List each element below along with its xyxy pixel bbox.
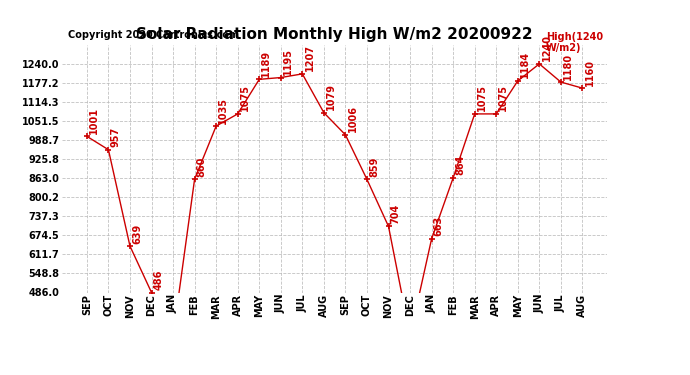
Text: 663: 663 <box>434 216 444 236</box>
Text: 1195: 1195 <box>283 48 293 75</box>
Text: 1035: 1035 <box>218 97 228 124</box>
Text: 860: 860 <box>197 156 207 177</box>
Text: 957: 957 <box>110 127 121 147</box>
Text: 864: 864 <box>455 155 465 176</box>
Text: 859: 859 <box>369 157 379 177</box>
Text: 342: 342 <box>0 374 1 375</box>
Text: 486: 486 <box>154 270 164 290</box>
Text: 343: 343 <box>0 374 1 375</box>
Text: 1075: 1075 <box>240 84 250 111</box>
Text: 1001: 1001 <box>89 107 99 134</box>
Text: 1160: 1160 <box>584 59 595 86</box>
Title: Solar Radiation Monthly High W/m2 20200922: Solar Radiation Monthly High W/m2 202009… <box>137 27 533 42</box>
Text: 1207: 1207 <box>304 45 315 72</box>
Text: 1189: 1189 <box>262 50 271 77</box>
Text: 1180: 1180 <box>563 53 573 80</box>
Text: Copyright 2020 Cartronics.com: Copyright 2020 Cartronics.com <box>68 30 239 40</box>
Text: 1006: 1006 <box>348 105 357 132</box>
Text: 639: 639 <box>132 224 142 244</box>
Text: 1075: 1075 <box>498 84 509 111</box>
Text: 1079: 1079 <box>326 83 336 110</box>
Text: 1184: 1184 <box>520 51 530 78</box>
Text: 704: 704 <box>391 204 401 224</box>
Text: 1075: 1075 <box>477 84 487 111</box>
Text: 1240: 1240 <box>542 34 551 62</box>
Text: High(1240
W/m2): High(1240 W/m2) <box>546 32 603 53</box>
